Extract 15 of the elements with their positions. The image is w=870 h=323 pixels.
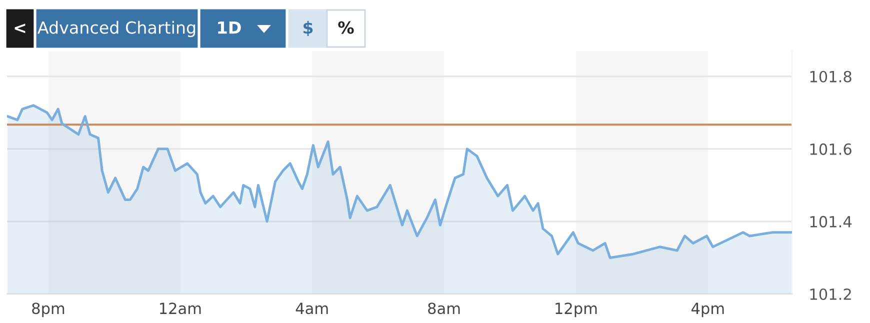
text: % [338,21,354,34]
x-tick-label: 8am [428,302,460,314]
y-tick-label: 101.8 [810,70,852,82]
y-tick-label: 101.6 [810,143,852,155]
x-tick-label: 8pm [32,302,64,318]
text: 1D [218,21,241,34]
text: Advanced Charting [38,20,196,38]
text: < [14,24,26,34]
x-tick-label: 4am [296,302,328,314]
x-tick-label: 4pm [691,302,724,318]
x-tick-label: 12am [160,302,201,314]
x-tick-label: 12pm [556,302,597,318]
text: $ [304,20,313,36]
y-tick-label: 101.4 [810,216,852,228]
y-tick-label: 101.2 [810,288,851,300]
